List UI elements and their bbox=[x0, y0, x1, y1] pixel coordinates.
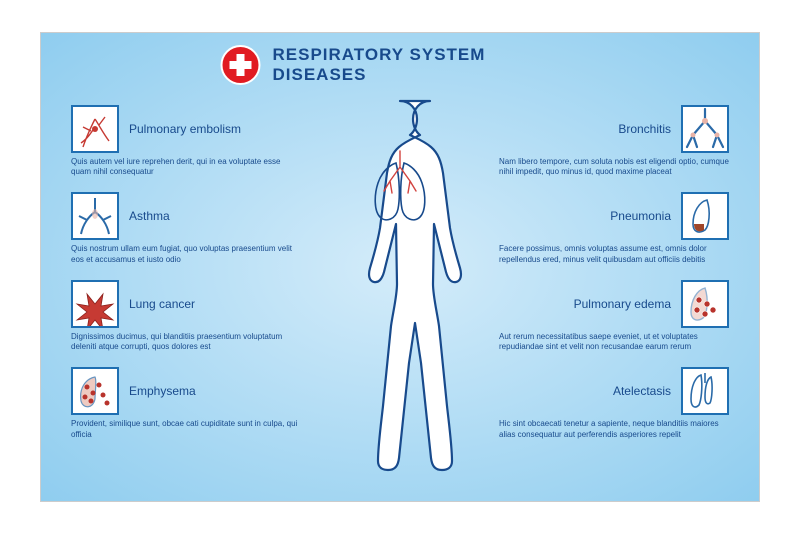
disease-title: Pulmonary embolism bbox=[129, 122, 241, 136]
disease-pulmonary-edema: Pulmonary edema Aut rerum necessitatibus… bbox=[499, 280, 729, 354]
disease-title: Atelectasis bbox=[613, 384, 671, 398]
disease-desc: Hic sint obcaecati tenetur a sapiente, n… bbox=[499, 419, 729, 441]
disease-desc: Quis autem vel iure reprehen derit, qui … bbox=[71, 157, 301, 179]
disease-title: Bronchitis bbox=[618, 122, 671, 136]
disease-title: Lung cancer bbox=[129, 297, 195, 311]
asthma-icon bbox=[71, 192, 119, 240]
disease-lung-cancer: Lung cancer Dignissimos ducimus, qui bla… bbox=[71, 280, 301, 354]
cancer-icon bbox=[71, 280, 119, 328]
disease-title: Pulmonary edema bbox=[574, 297, 671, 311]
disease-atelectasis: Atelectasis Hic sint obcaecati tenetur a… bbox=[499, 367, 729, 441]
edema-icon bbox=[681, 280, 729, 328]
disease-desc: Nam libero tempore, cum soluta nobis est… bbox=[499, 157, 729, 179]
human-body-figure bbox=[315, 95, 485, 490]
disease-asthma: Asthma Quis nostrum ullam eum fugiat, qu… bbox=[71, 192, 301, 266]
disease-title: Emphysema bbox=[129, 384, 196, 398]
disease-title: Pneumonia bbox=[610, 209, 671, 223]
disease-emphysema: Emphysema Provident, similique sunt, obc… bbox=[71, 367, 301, 441]
disease-title: Asthma bbox=[129, 209, 170, 223]
diseases-right-column: Bronchitis Nam libero tempore, cum solut… bbox=[499, 105, 729, 441]
medical-cross-icon bbox=[221, 45, 261, 85]
disease-desc: Quis nostrum ullam eum fugiat, quo volup… bbox=[71, 244, 301, 266]
disease-pneumonia: Pneumonia Facere possimus, omnis volupta… bbox=[499, 192, 729, 266]
bronchitis-icon bbox=[681, 105, 729, 153]
infographic-canvas: RESPIRATORY SYSTEM DISEASES Pulmonary em bbox=[40, 32, 760, 502]
disease-desc: Facere possimus, omnis voluptas assume e… bbox=[499, 244, 729, 266]
header: RESPIRATORY SYSTEM DISEASES bbox=[221, 45, 580, 85]
disease-pulmonary-embolism: Pulmonary embolism Quis autem vel iure r… bbox=[71, 105, 301, 179]
disease-desc: Dignissimos ducimus, qui blanditiis prae… bbox=[71, 332, 301, 354]
disease-desc: Provident, similique sunt, obcae cati cu… bbox=[71, 419, 301, 441]
embolism-icon bbox=[71, 105, 119, 153]
disease-bronchitis: Bronchitis Nam libero tempore, cum solut… bbox=[499, 105, 729, 179]
atelectasis-icon bbox=[681, 367, 729, 415]
disease-desc: Aut rerum necessitatibus saepe eveniet, … bbox=[499, 332, 729, 354]
emphysema-icon bbox=[71, 367, 119, 415]
diseases-left-column: Pulmonary embolism Quis autem vel iure r… bbox=[71, 105, 301, 441]
pneumonia-icon bbox=[681, 192, 729, 240]
page-title: RESPIRATORY SYSTEM DISEASES bbox=[273, 45, 580, 85]
